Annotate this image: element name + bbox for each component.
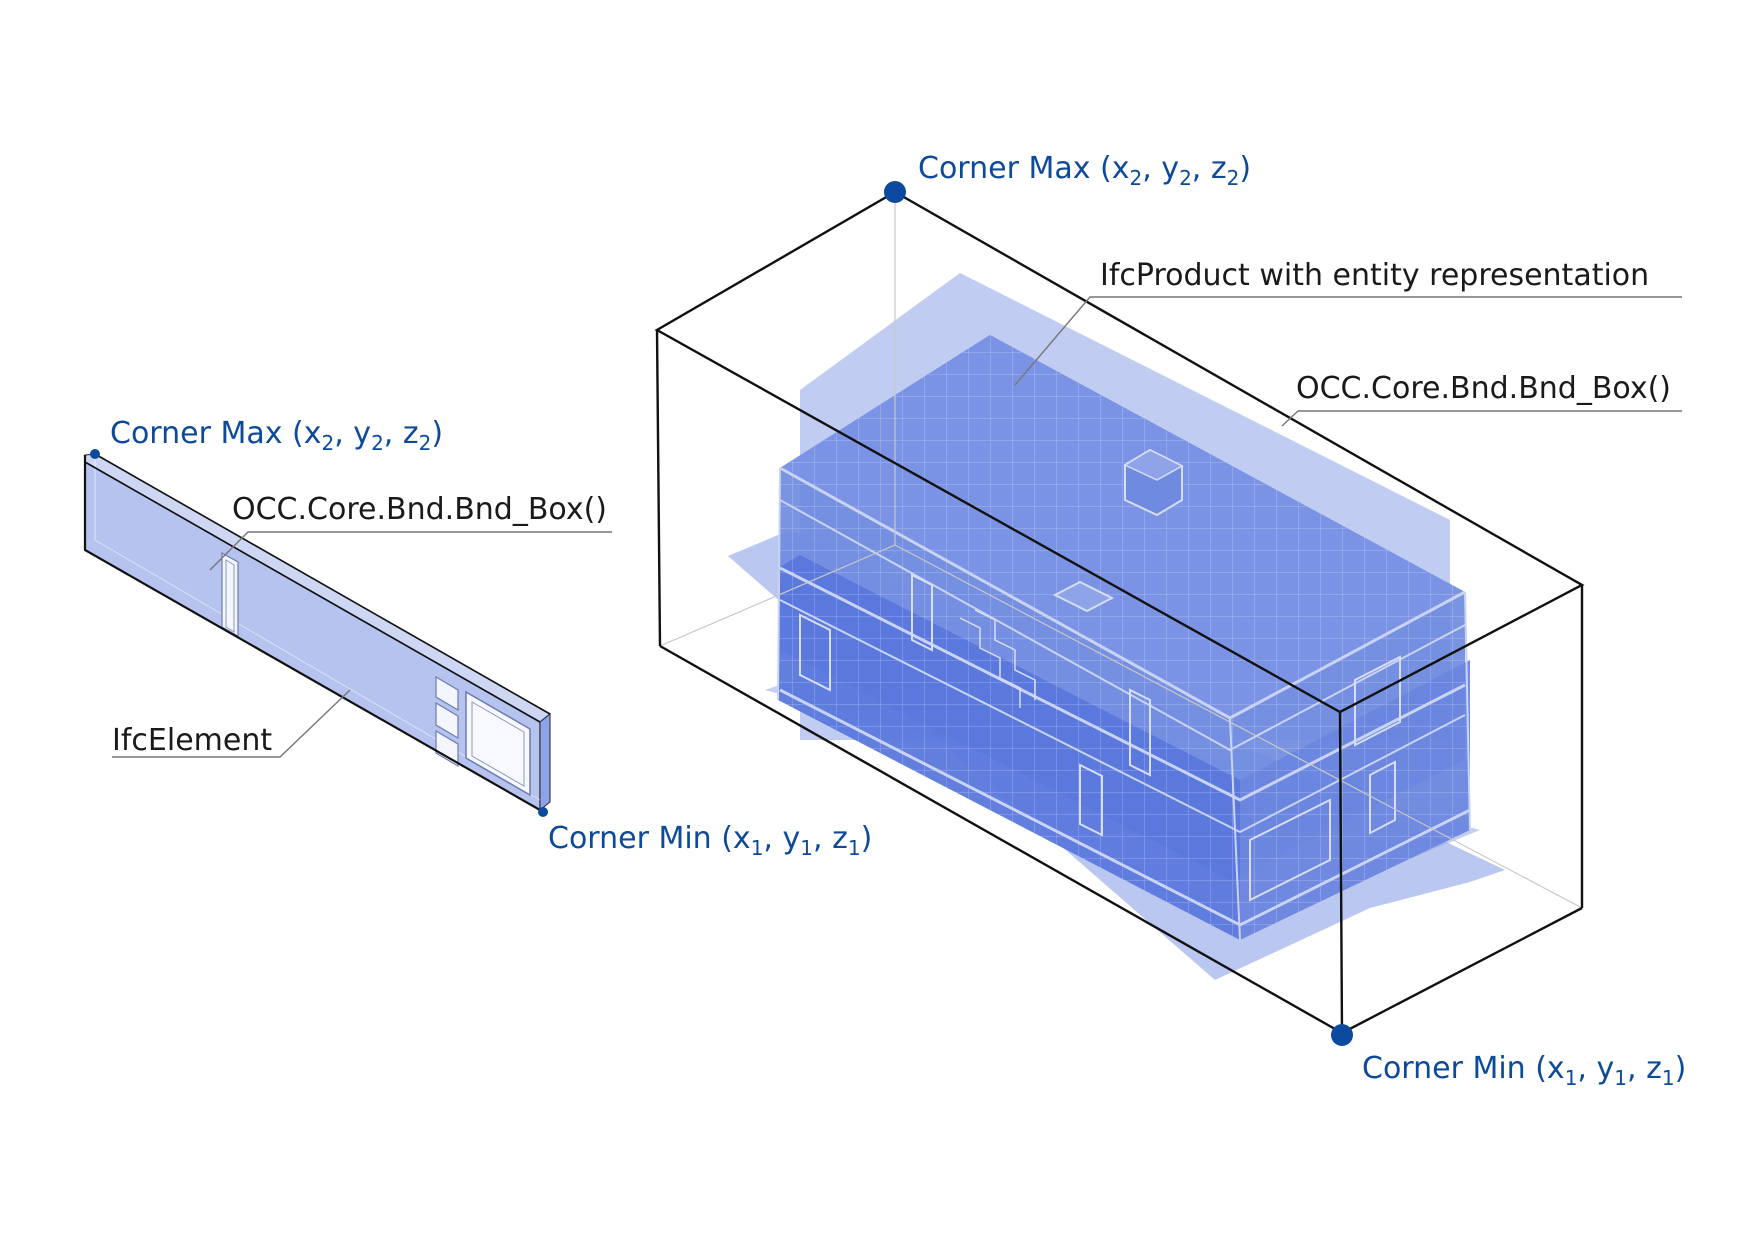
ifc-product-building (654, 181, 1682, 1046)
wall-window-small-1 (435, 675, 459, 712)
building-door-1 (799, 613, 831, 692)
building-door-3 (1079, 763, 1103, 837)
right-corner-min-label: Corner Min (x1, y1, z1) (1362, 1051, 1687, 1090)
wall-window-large (465, 690, 531, 797)
ifc-element-wall (83, 449, 612, 817)
wall-window-small-3 (435, 729, 459, 768)
wall-window-small-2 (435, 701, 459, 740)
building-staircase (959, 609, 1036, 708)
wall-end-face (539, 712, 551, 812)
building-window-2 (1354, 655, 1401, 747)
left-corner-min-label: Corner Min (x1, y1, z1) (548, 821, 873, 860)
right-corner-max-dot (884, 181, 906, 203)
building-door-2 (911, 573, 933, 652)
right-product-label: IfcProduct with entity representation (1100, 258, 1650, 293)
right-bbox-leader (1281, 410, 1682, 427)
right-corner-min-dot (1331, 1024, 1353, 1046)
building-skylight (1052, 580, 1115, 613)
left-element-leader (112, 689, 351, 758)
building-window-4 (1369, 760, 1396, 835)
right-bbox-label: OCC.Core.Bnd.Bnd_Box() (1296, 371, 1671, 406)
right-corner-max-label: Corner Max (x2, y2, z2) (918, 151, 1252, 190)
building-window-1 (1129, 688, 1151, 777)
bounding-box-hidden-edges (659, 192, 1583, 909)
building-window-3 (1249, 798, 1331, 902)
right-product-leader (1014, 296, 1682, 386)
left-corner-max-label: Corner Max (x2, y2, z2) (110, 416, 444, 455)
left-corner-min-dot (538, 807, 548, 817)
left-element-label: IfcElement (112, 723, 273, 758)
left-corner-max-dot (90, 449, 100, 459)
left-bbox-label: OCC.Core.Bnd.Bnd_Box() (232, 492, 607, 527)
bounding-box-visible-edges (654, 190, 1585, 1035)
wall-door (221, 551, 239, 638)
left-bbox-leader (209, 531, 612, 571)
